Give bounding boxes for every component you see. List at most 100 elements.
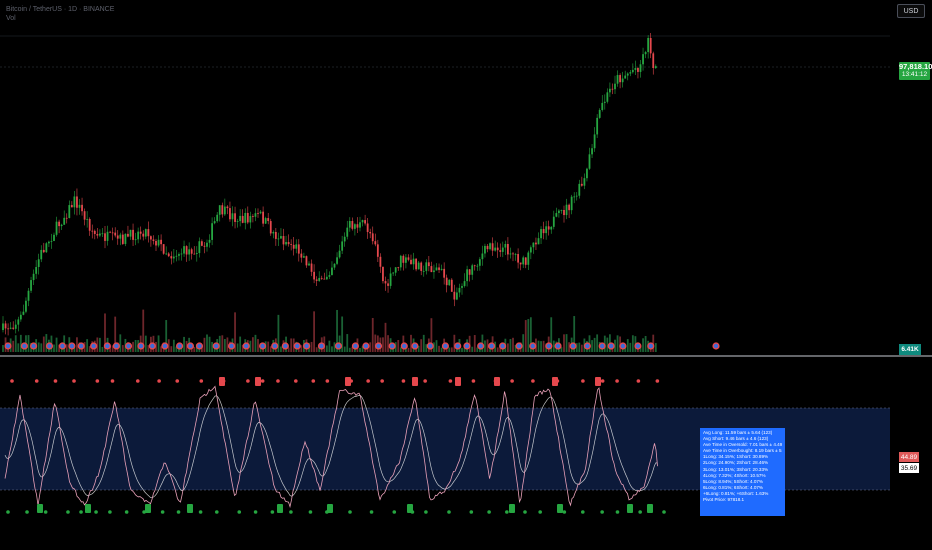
volume-bar [14,335,17,352]
candle-body [596,117,599,135]
candle-body [374,241,377,245]
volume-bar [433,342,435,352]
candle-body [274,231,277,239]
candle-body [384,281,387,284]
candle-body [407,257,410,260]
candle-body [529,247,532,253]
candle-body [297,244,300,254]
candle-body [303,256,305,258]
volume-bar [382,337,384,352]
volume-bar [537,340,540,352]
volume-bar [552,340,555,352]
candle-body [121,234,124,244]
candle-body [109,231,111,233]
oversold-flag [627,504,633,513]
candle-body [652,53,655,69]
candle-body [338,250,341,258]
volume-bar [165,320,168,352]
volume-bar [644,335,647,352]
buy-signal-dot [43,510,48,514]
candle-body [415,258,417,270]
overbought-flag [412,377,418,386]
volume-bar [616,335,619,352]
candle-body [417,262,420,270]
bar-countdown: 13:41:12 [901,71,928,78]
candle-body [586,168,588,179]
volume-bar [193,346,196,352]
volume-bar [111,345,114,352]
candle-body [86,219,89,220]
candle-body [489,243,491,250]
sell-signal-dot [471,379,476,383]
candle-body [371,233,374,242]
candle-body [55,221,58,235]
candle-body [343,236,346,242]
candle-body [456,292,458,300]
volume-bar [129,346,132,352]
volume-bar [96,337,99,352]
candle-body [37,259,40,268]
candle-body [440,268,443,270]
oversold-flag [277,504,283,513]
volume-bar [573,316,576,352]
event-marker-inner [402,343,407,349]
sell-signal-dot [72,379,76,383]
volume-bar [42,336,45,352]
event-marker-inner [319,343,324,349]
candle-body [119,234,122,239]
volume-bar [203,337,206,352]
volume-bar [101,346,104,352]
volume-bar [397,339,400,352]
candle-body [313,271,315,280]
buy-signal-dot [523,510,527,514]
candle-body [252,216,254,217]
volume-bar [226,337,229,352]
buy-signal-dot [424,510,428,514]
candle-body [305,256,308,266]
candle-body [601,102,604,110]
currency-button[interactable]: USD [897,4,925,18]
volume-bar [88,346,91,352]
candle-body [188,249,191,255]
stats-line: Avg Short: 9.46 bars ± 4.6 (123) [703,436,769,442]
candle-body [642,54,644,65]
volume-bar [512,337,514,352]
volume-bar [172,339,175,352]
candle-body [45,243,48,253]
candle-body [310,263,313,272]
buy-signal-dot [562,510,567,514]
volume-bar [218,335,221,352]
candle-body [392,272,395,274]
candle-body [175,255,178,257]
sell-signal-dot [294,379,298,383]
volume-bar [58,344,60,352]
candle-body [282,236,285,245]
volume-bar [529,317,532,352]
candle-body [254,213,257,217]
candle-body [654,66,657,69]
candle-body [644,52,647,55]
volume-bar [287,347,290,352]
candle-body [272,231,275,234]
event-marker-inner [31,343,36,349]
volume-bar [157,335,160,352]
volume-bar [440,347,443,352]
buy-signal-dot [348,510,352,514]
candle-body [262,211,264,224]
candle-body [323,278,326,280]
event-marker-inner [464,343,470,349]
event-marker-inner [455,343,460,349]
candle-body [73,196,76,208]
sell-signal-dot [276,379,280,383]
candle-body [359,222,361,228]
candle-body [491,243,494,251]
candle-body [331,267,333,276]
volume-bar [341,316,344,352]
volume-bar [438,345,440,352]
candle-body [183,246,185,254]
candle-body [241,215,244,223]
volume-bar [132,341,134,352]
candle-body [239,215,242,222]
candle-body [32,273,35,281]
